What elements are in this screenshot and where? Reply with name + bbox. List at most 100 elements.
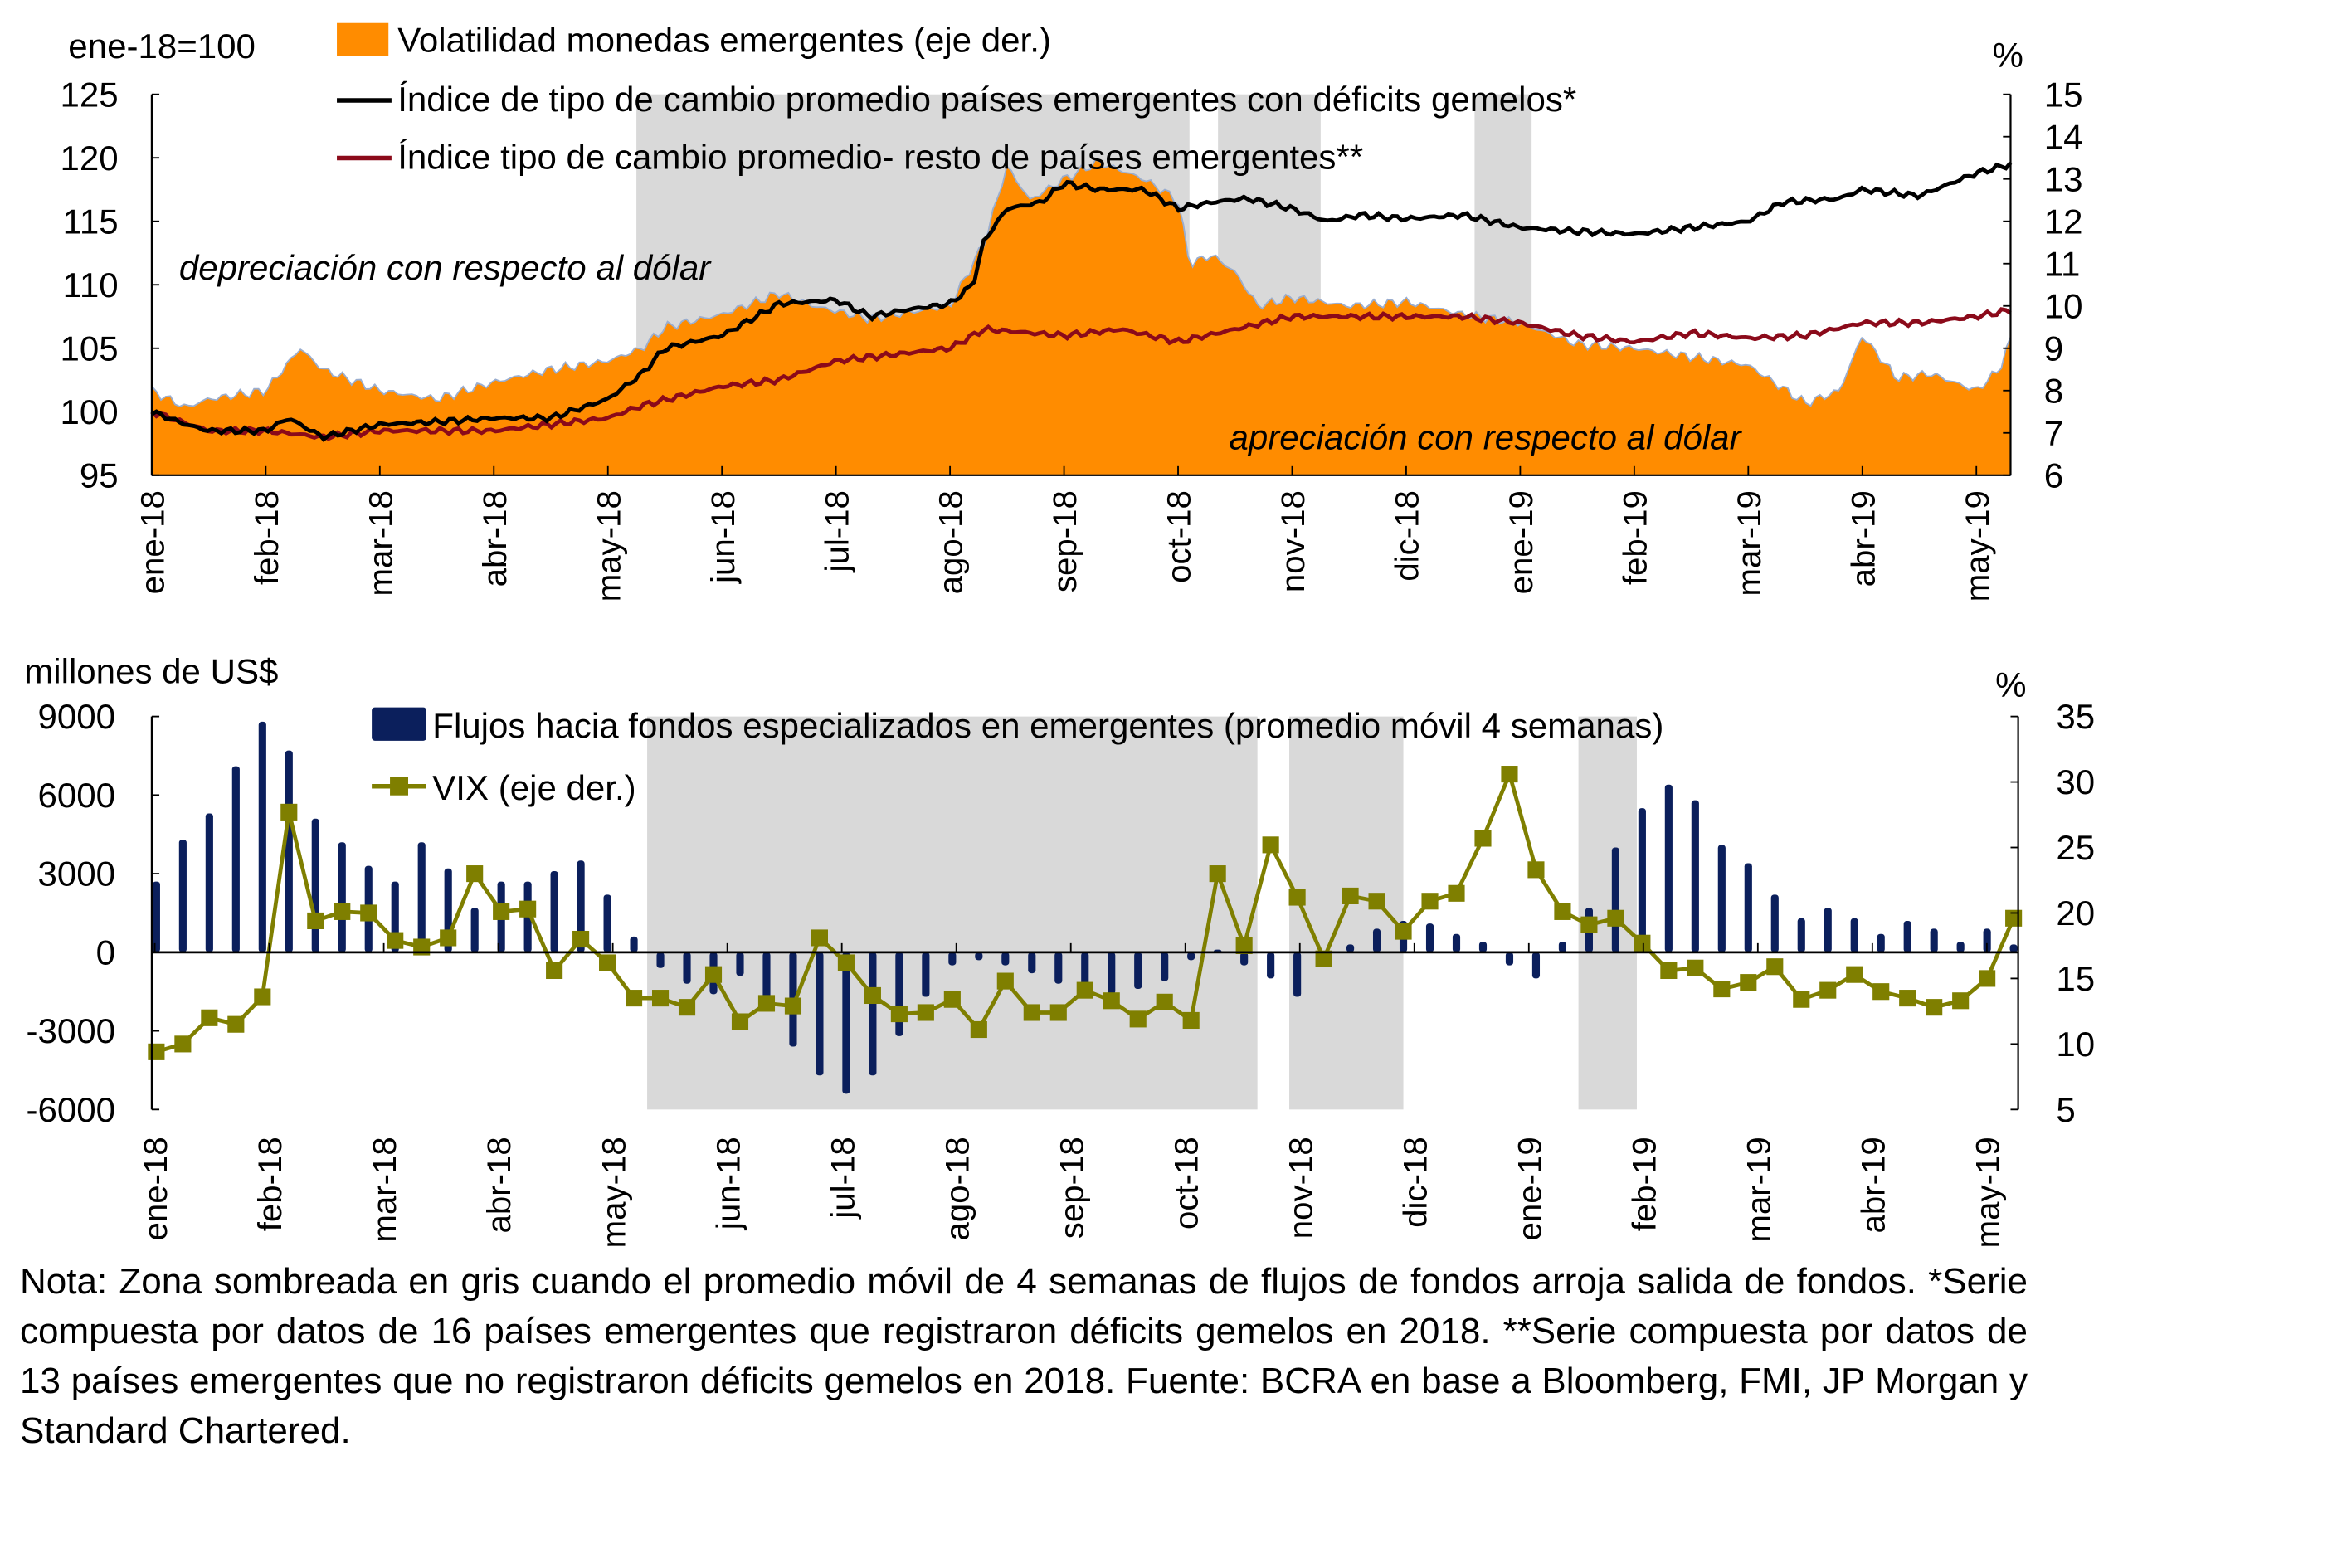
left-tick-label: 115 — [63, 202, 119, 241]
month-label: ene-18 — [137, 1137, 174, 1240]
flow-bar — [656, 952, 665, 968]
month-label: mar-19 — [1731, 490, 1768, 596]
bottom-right-axis-label: % — [1995, 665, 2026, 704]
flow-bar — [1638, 808, 1646, 952]
vix-marker — [1342, 887, 1359, 904]
vix-marker — [731, 1013, 749, 1030]
month-label: ene-19 — [1502, 490, 1540, 594]
flow-bar — [205, 813, 213, 952]
right-tick-label: 9 — [2044, 329, 2063, 368]
vix-marker — [334, 903, 351, 920]
right-tick-label: 13 — [2044, 159, 2083, 198]
vix-marker — [1049, 1004, 1067, 1021]
month-label: jul-18 — [818, 490, 855, 572]
bottom-chart: -6000 -3000 0 3000 6000 9000 5 10 15 20 25 30 35 ene-… — [24, 651, 2095, 1248]
vix-marker — [890, 1005, 908, 1023]
vix-marker — [1156, 993, 1173, 1010]
vix-marker — [1952, 992, 1970, 1010]
vix-marker — [227, 1015, 245, 1033]
month-label: oct-18 — [1161, 490, 1198, 583]
vix-marker — [1687, 959, 1704, 976]
left-tick-label: -6000 — [26, 1090, 115, 1129]
vix-marker — [917, 1004, 934, 1021]
vix-marker — [651, 990, 670, 1007]
vix-marker — [1660, 962, 1678, 980]
flow-bar — [895, 952, 903, 1036]
shaded-outflow-period — [1289, 716, 1404, 1110]
month-label: dic-18 — [1389, 490, 1426, 582]
month-label: may-18 — [595, 1137, 632, 1248]
flow-bar — [736, 952, 744, 976]
vix-marker — [254, 988, 271, 1006]
flow-bar — [1531, 952, 1541, 979]
flow-bar — [1797, 918, 1805, 952]
month-label: jun-18 — [709, 1137, 747, 1230]
right-tick-label: 6 — [2044, 455, 2063, 494]
vix-marker — [1979, 970, 1996, 987]
flow-bar — [922, 952, 930, 997]
left-tick-label: 0 — [96, 933, 115, 971]
flow-bar — [1134, 952, 1142, 990]
shaded-outflow-period — [647, 716, 1258, 1110]
month-label: abr-18 — [480, 1137, 518, 1233]
month-label: ago-18 — [933, 490, 970, 594]
flow-bar — [975, 952, 983, 961]
month-label: may-19 — [1959, 490, 1996, 601]
flow-bar — [1372, 928, 1381, 952]
vix-marker — [1846, 966, 1863, 983]
flow-bar — [258, 721, 266, 952]
vix-marker — [1129, 1010, 1147, 1028]
vix-marker — [546, 962, 563, 980]
rest-index-line — [150, 307, 2012, 441]
annotation-depreciation: depreciación con respecto al dólar — [179, 248, 712, 287]
right-tick-label: 5 — [2056, 1090, 2075, 1129]
right-tick-label: 35 — [2056, 697, 2095, 736]
month-label: jun-18 — [704, 490, 742, 584]
month-label: sep-18 — [1053, 1137, 1090, 1239]
flow-bar — [1346, 944, 1355, 952]
flow-bar — [1108, 952, 1116, 995]
vix-marker — [1819, 981, 1837, 999]
right-tick-label: 14 — [2044, 117, 2083, 156]
flow-bar — [869, 952, 877, 1076]
right-tick-label: 10 — [2044, 286, 2083, 325]
right-tick-label: 30 — [2056, 762, 2095, 801]
left-tick-label: 120 — [61, 139, 119, 178]
vix-marker — [1235, 937, 1253, 955]
flow-bar — [1850, 918, 1858, 952]
vix-marker — [493, 903, 510, 920]
left-tick-label: 6000 — [37, 776, 115, 815]
flow-bar — [1744, 863, 1752, 952]
vix-marker — [626, 990, 643, 1007]
flow-bar — [1877, 933, 1885, 952]
month-label: abr-19 — [1854, 1137, 1892, 1233]
vix-marker — [387, 932, 404, 949]
vix-marker — [1899, 990, 1916, 1007]
flow-bar — [470, 908, 479, 952]
vix-marker — [1448, 884, 1465, 902]
twin-deficit-index-line — [150, 161, 2013, 442]
flow-bar — [1425, 923, 1434, 952]
vix-marker — [201, 1009, 218, 1026]
vix-marker — [1740, 974, 1757, 991]
month-label: nov-18 — [1282, 1137, 1319, 1239]
flow-bar — [311, 818, 319, 952]
vix-marker — [1607, 909, 1624, 927]
vix-marker — [1421, 893, 1439, 910]
top-left-axis-label: ene-18=100 — [68, 27, 256, 66]
vix-marker — [148, 1043, 165, 1060]
flow-bar — [1240, 952, 1249, 966]
vix-marker — [784, 997, 802, 1015]
right-tick-label: 11 — [2044, 244, 2081, 283]
flow-bar — [1824, 908, 1832, 952]
vix-marker — [1580, 916, 1598, 933]
right-tick-label: 15 — [2056, 959, 2095, 998]
vix-marker — [1527, 861, 1545, 879]
vix-marker — [280, 803, 298, 821]
month-label: ene-18 — [134, 490, 172, 594]
vix-marker — [1288, 889, 1306, 906]
left-tick-label: 110 — [63, 265, 119, 304]
flow-bar — [1558, 942, 1567, 952]
flow-bar — [1930, 928, 1938, 952]
